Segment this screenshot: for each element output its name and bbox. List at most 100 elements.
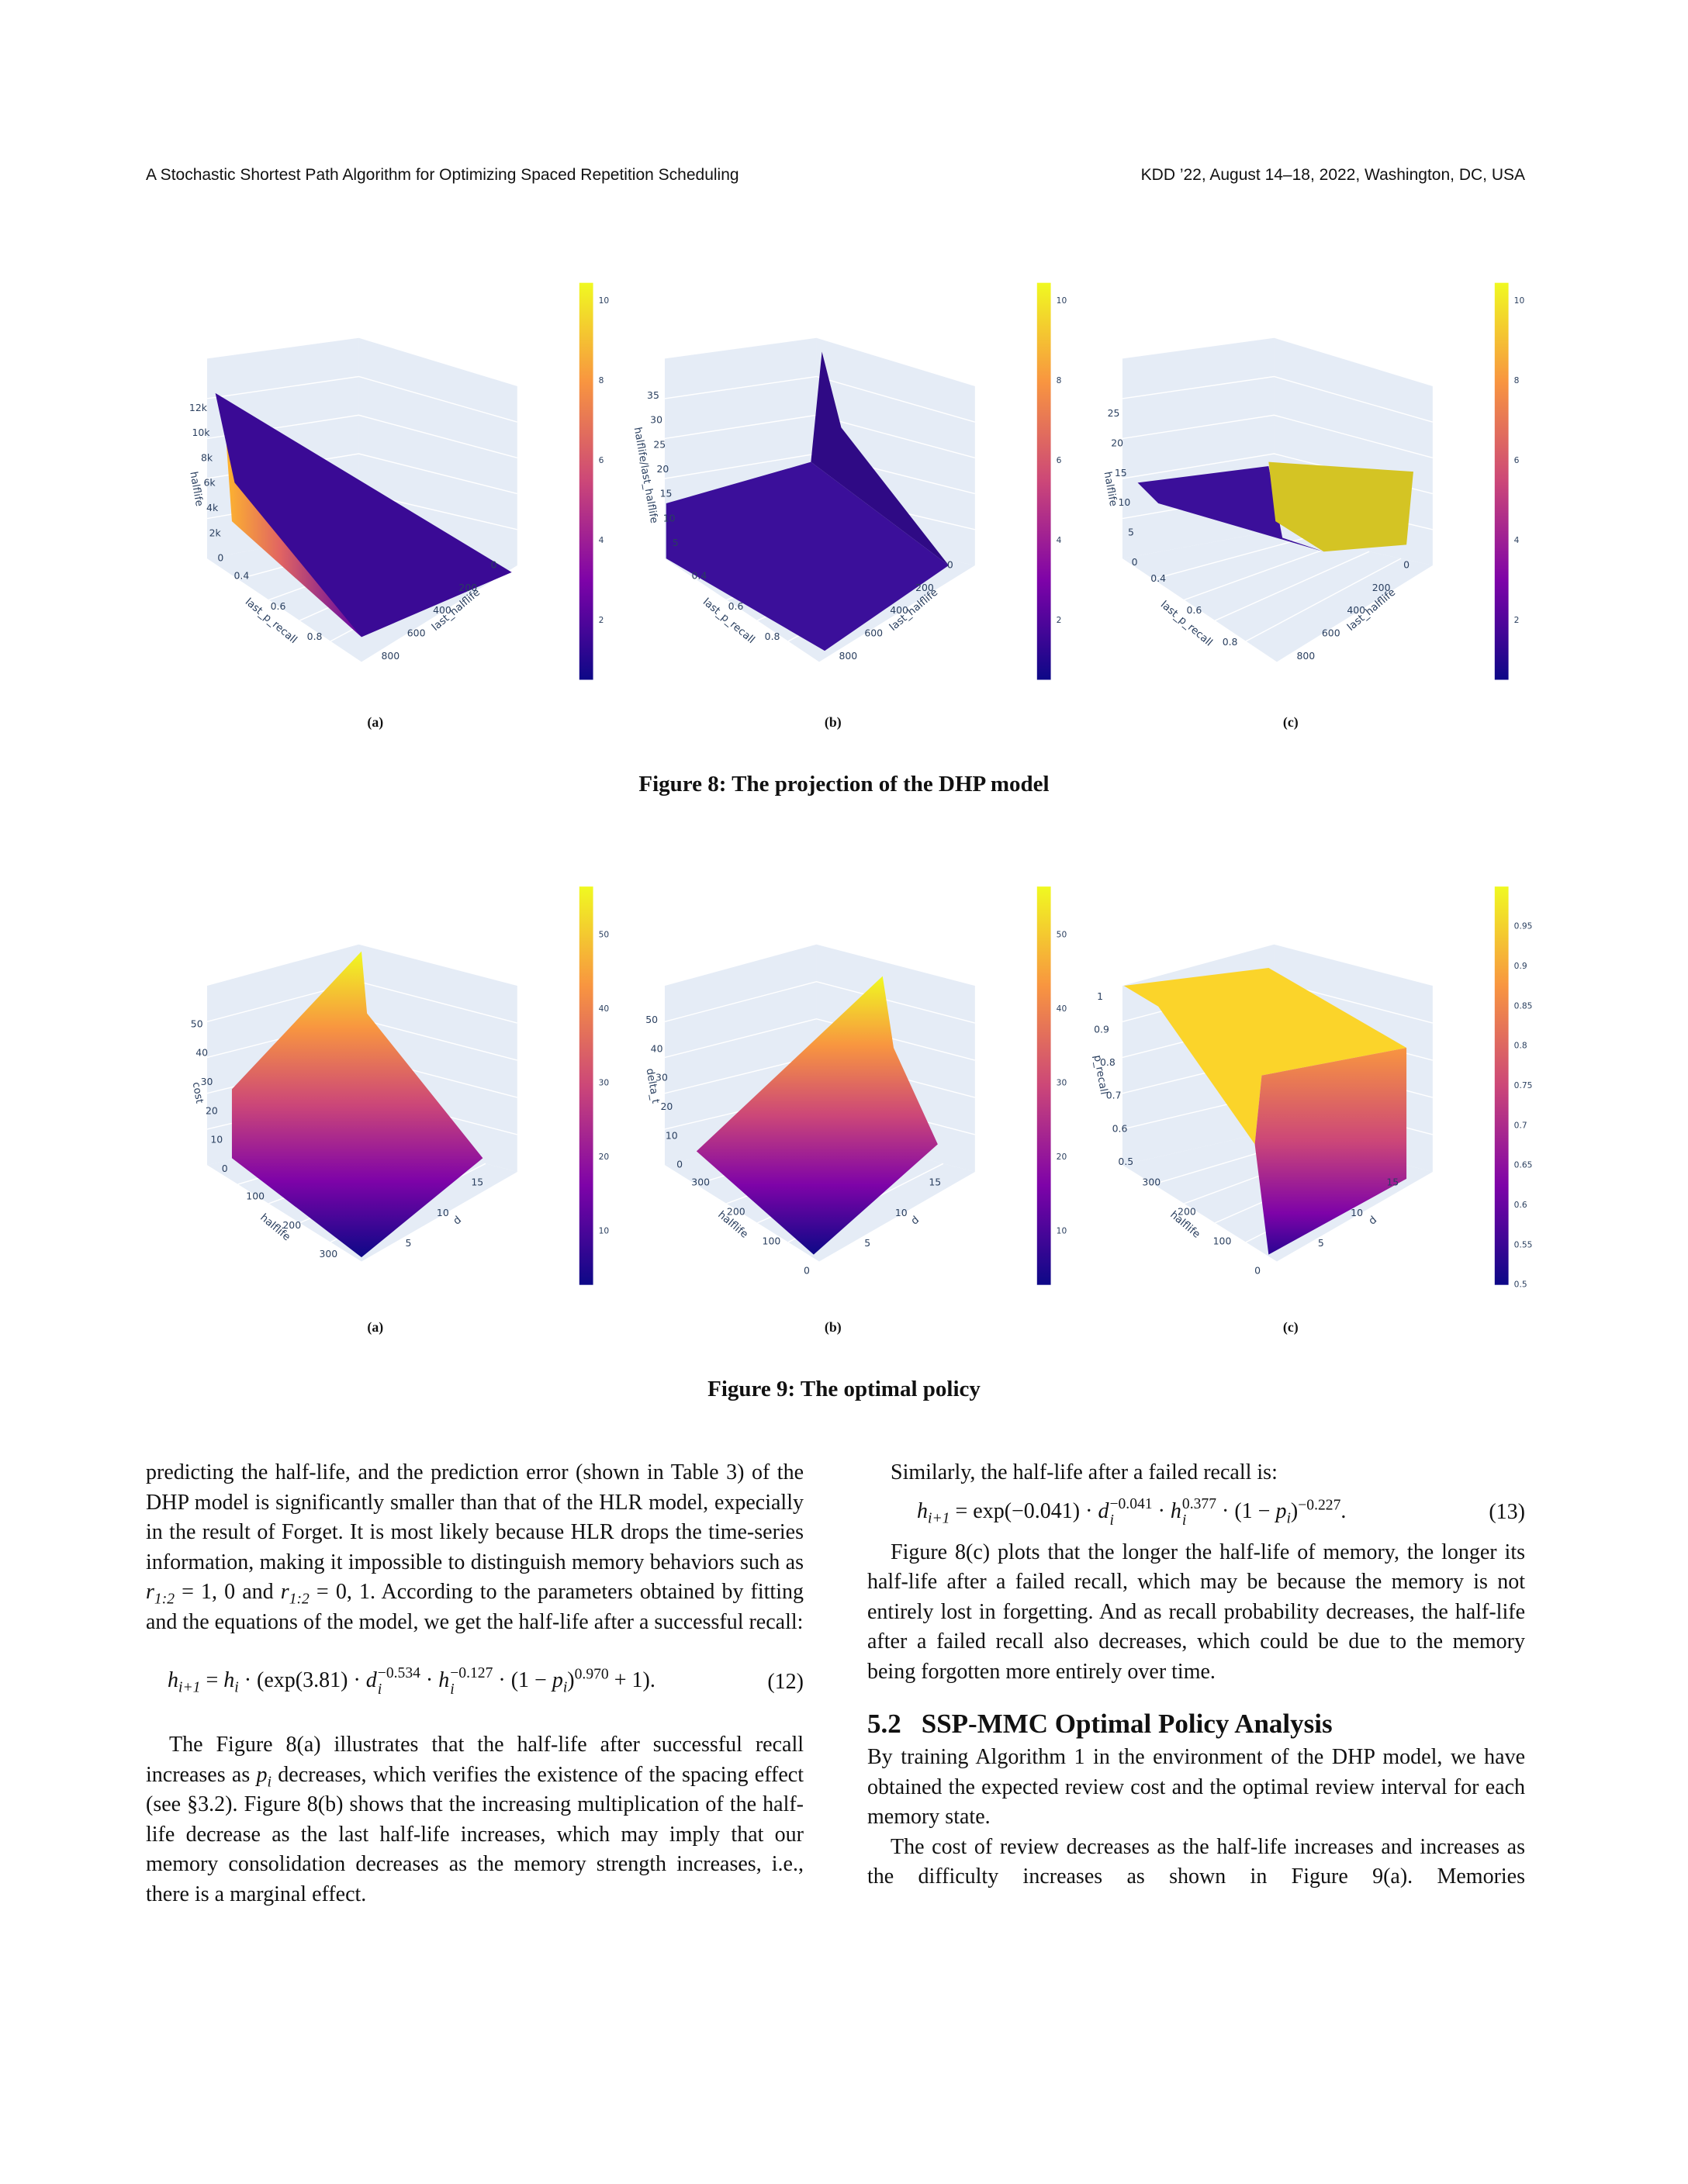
colorbar-tick-label: 10 <box>1514 295 1525 306</box>
tick-label: 40 <box>195 1047 208 1059</box>
colorbar-tick-label: 30 <box>1057 1077 1067 1087</box>
axis-title: d <box>909 1215 922 1228</box>
tick-label: 15 <box>929 1177 941 1188</box>
colorbar-tick-label: 0.8 <box>1514 1041 1527 1051</box>
math-symbol: ) <box>567 1668 575 1693</box>
math-symbol: p <box>256 1762 268 1787</box>
tick-label: 5 <box>864 1237 870 1249</box>
colorbar-tick-label: 0.5 <box>1514 1280 1527 1290</box>
paragraph: The Figure 8(a) illustrates that the hal… <box>146 1730 804 1909</box>
tick-label: 5 <box>1318 1237 1324 1249</box>
tick-label: 0.6 <box>1187 604 1202 616</box>
text-run: = exp(−0.041) · <box>950 1498 1098 1523</box>
axis-title: halflife <box>187 471 205 507</box>
tick-label: 0.4 <box>692 570 707 582</box>
tick-label: 0 <box>491 558 497 570</box>
equation-number: (13) <box>1489 1500 1525 1525</box>
colorbar <box>1036 886 1051 1285</box>
paragraph: Figure 8(c) plots that the longer the ha… <box>867 1538 1525 1688</box>
tick-label: 0.8 <box>1100 1056 1116 1068</box>
subfigure-label: (c) <box>1283 714 1299 731</box>
tick-label: 400 <box>1347 604 1365 616</box>
tick-label: 800 <box>1296 650 1315 662</box>
left-column: predicting the half-life, and the predic… <box>146 1458 804 1909</box>
math-symbol: h <box>223 1668 235 1693</box>
text-run: = 0, 1. According to the parameters obta… <box>146 1580 804 1634</box>
tick-label: 15 <box>1115 467 1127 479</box>
subscript: 1:2 <box>289 1591 310 1608</box>
text-run: Figure 8(c) plots that the longer the ha… <box>867 1540 1525 1684</box>
tick-label: 50 <box>645 1014 658 1025</box>
tick-label: 200 <box>282 1219 301 1231</box>
tick-label: 30 <box>201 1076 213 1087</box>
math-symbol: d <box>365 1668 377 1693</box>
colorbar-tick-label: 2 <box>1514 615 1520 625</box>
colorbar-tick-label: 50 <box>1057 929 1067 939</box>
tick-label: 0.9 <box>1094 1023 1109 1035</box>
tick-label: 20 <box>1111 437 1123 448</box>
tick-label: 10 <box>663 512 676 524</box>
colorbar-tick-label: 6 <box>1514 455 1520 465</box>
script-stack: −0.534 i <box>378 1666 420 1698</box>
tick-label: 0.4 <box>1150 572 1166 584</box>
tick-label: 400 <box>433 604 451 616</box>
colorbar-tick-label: 0.65 <box>1514 1160 1533 1170</box>
section-number: 5.2 <box>867 1709 901 1739</box>
text-run: The Figure 8(a) illustrates that the hal… <box>146 1733 804 1787</box>
tick-label: 0 <box>1403 558 1410 570</box>
text-run: . <box>1340 1498 1347 1523</box>
math-symbol: r <box>146 1580 154 1604</box>
colorbar-tick-label: 0.85 <box>1514 1000 1533 1011</box>
text-run: = <box>200 1668 224 1693</box>
math-symbol: h <box>438 1668 450 1693</box>
surface <box>215 392 512 638</box>
tick-label: 0 <box>676 1159 683 1170</box>
axis-title: d <box>1367 1215 1379 1228</box>
equation-number: (12) <box>767 1669 804 1694</box>
wall-grid <box>664 375 976 423</box>
tick-label: 100 <box>763 1235 781 1247</box>
tick-label: 30 <box>655 1072 668 1083</box>
wall-grid <box>664 980 976 1024</box>
subscript: 1:2 <box>154 1591 175 1608</box>
text-run: decreases, which verifies the existence … <box>146 1762 804 1906</box>
subscript: i <box>450 1681 455 1698</box>
tick-label: 20 <box>660 1101 673 1112</box>
tick-label: 10 <box>210 1134 223 1146</box>
floor-grid <box>1245 558 1402 642</box>
axis-title: d <box>451 1215 464 1228</box>
tick-label: 0 <box>1132 556 1138 568</box>
tick-label: 12k <box>189 402 208 413</box>
tick-label: 300 <box>1142 1177 1160 1188</box>
subscript: i+1 <box>928 1510 950 1527</box>
tick-label: 400 <box>890 604 908 616</box>
surface <box>696 976 938 1255</box>
math-term: pi <box>1275 1499 1290 1526</box>
colorbar-tick-label: 40 <box>1057 1004 1067 1014</box>
colorbar-tick-label: 8 <box>1514 375 1520 385</box>
superscript: −0.041 <box>1109 1495 1153 1512</box>
superscript: −0.227 <box>1298 1497 1341 1514</box>
tick-label: 200 <box>727 1206 745 1218</box>
superscript: 0.970 <box>574 1667 609 1684</box>
equation-body: hi+1 = hi · (exp(3.81) · d −0.534 i · h −0.… <box>146 1666 655 1698</box>
tick-label: 20 <box>206 1104 218 1116</box>
math-term: h −0.127 i <box>438 1666 493 1698</box>
surface <box>1268 461 1413 552</box>
text-run: = 1, 0 and <box>175 1580 281 1604</box>
math-symbol: h <box>917 1498 928 1523</box>
math-term: r1:2 <box>281 1580 310 1607</box>
equation: hi+1 = exp(−0.041) · d −0.041 i · h 0.377 i … <box>867 1491 1525 1535</box>
surface <box>1254 1048 1407 1255</box>
tick-label: 15 <box>1386 1177 1399 1188</box>
colorbar-tick-label: 0.6 <box>1514 1200 1527 1210</box>
colorbar-tick-label: 8 <box>599 375 604 385</box>
tick-label: 300 <box>691 1177 710 1188</box>
tick-label: 200 <box>1372 582 1391 593</box>
text-run: The cost of review decreases as the half… <box>867 1834 1525 1889</box>
tick-label: 600 <box>1322 627 1340 638</box>
script-stack: −0.041 i <box>1109 1495 1153 1529</box>
tick-label: 25 <box>1108 407 1120 419</box>
text-run: · (1 − <box>1216 1498 1276 1523</box>
text-run: · <box>420 1668 439 1693</box>
